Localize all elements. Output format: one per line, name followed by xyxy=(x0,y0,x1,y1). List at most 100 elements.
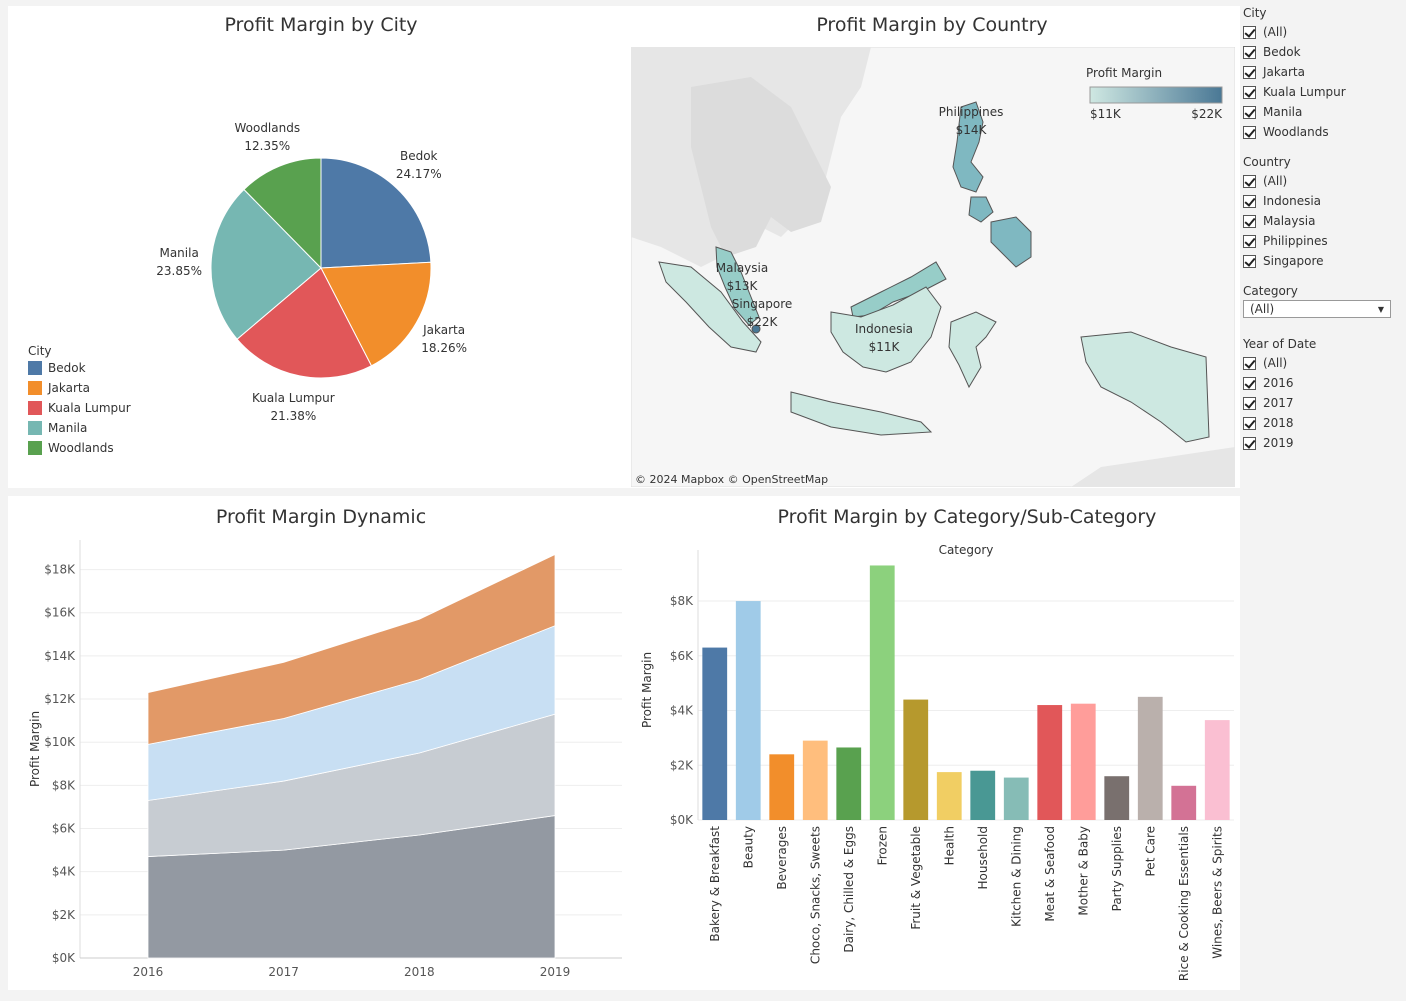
checkbox-checked-icon[interactable] xyxy=(1243,356,1256,370)
bar-8[interactable] xyxy=(970,770,996,820)
indochina-land xyxy=(691,77,831,257)
city-filter-option[interactable]: Kuala Lumpur xyxy=(1243,82,1403,102)
bar-5[interactable] xyxy=(869,565,895,820)
checkbox-checked-icon[interactable] xyxy=(1243,105,1256,119)
area-title: Profit Margin Dynamic xyxy=(215,506,427,528)
year-filter-option[interactable]: 2019 xyxy=(1243,433,1403,453)
pie-legend-item[interactable]: Jakarta xyxy=(28,378,131,398)
city-filter-option-label: Manila xyxy=(1263,105,1303,119)
checkbox-checked-icon[interactable] xyxy=(1243,396,1256,410)
city-filter-option[interactable]: Bedok xyxy=(1243,42,1403,62)
country-filter-option[interactable]: Philippines xyxy=(1243,231,1403,251)
checkbox-checked-icon[interactable] xyxy=(1243,436,1256,450)
legend-label: Manila xyxy=(48,421,88,435)
map-canvas[interactable]: Profit Margin $11K $22K Philippines $14K… xyxy=(631,47,1235,487)
checkbox-checked-icon[interactable] xyxy=(1243,234,1256,248)
checkbox-checked-icon[interactable] xyxy=(1243,254,1256,268)
bar-0[interactable] xyxy=(702,647,728,820)
country-filter-option[interactable]: Malaysia xyxy=(1243,211,1403,231)
year-filter-option[interactable]: 2017 xyxy=(1243,393,1403,413)
map-value-singapore: $22K xyxy=(747,315,779,329)
x-tick-label: 2017 xyxy=(268,965,299,979)
x-tick-label: Beauty xyxy=(741,826,755,868)
checkbox-checked-icon[interactable] xyxy=(1243,174,1256,188)
pie-label-name: Jakarta xyxy=(423,322,466,337)
pie-label-name: Kuala Lumpur xyxy=(252,391,335,406)
x-tick-label: Pet Care xyxy=(1143,826,1157,877)
pie-slice-kuala-lumpur[interactable] xyxy=(236,267,373,379)
city-filter-option-label: Kuala Lumpur xyxy=(1263,85,1346,99)
city-filter-option-label: Jakarta xyxy=(1263,65,1305,79)
map-label-indonesia: Indonesia xyxy=(855,322,913,336)
bar-9[interactable] xyxy=(1003,777,1029,820)
checkbox-checked-icon[interactable] xyxy=(1243,194,1256,208)
legend-label: Woodlands xyxy=(48,441,114,455)
city-filter-option[interactable]: Jakarta xyxy=(1243,62,1403,82)
x-tick-label: Meat & Seafood xyxy=(1043,826,1057,922)
checkbox-checked-icon[interactable] xyxy=(1243,25,1256,39)
category-select[interactable]: (All) ▼ xyxy=(1243,300,1391,318)
city-filter-title: City xyxy=(1243,6,1267,20)
bar-13[interactable] xyxy=(1137,696,1163,820)
bar-15[interactable] xyxy=(1204,720,1230,820)
map-value-philippines: $14K xyxy=(956,123,988,137)
area-series-4[interactable] xyxy=(147,553,556,745)
pie-slice-manila[interactable] xyxy=(210,188,322,340)
pie-label-name: Woodlands xyxy=(234,120,301,135)
map-label-malaysia: Malaysia xyxy=(716,261,768,275)
country-filter-option[interactable]: Singapore xyxy=(1243,251,1403,271)
bar-6[interactable] xyxy=(903,699,929,820)
city-filter-option[interactable]: Manila xyxy=(1243,102,1403,122)
bar-14[interactable] xyxy=(1171,785,1197,820)
bar-3[interactable] xyxy=(802,740,828,820)
bar-category-header: Category xyxy=(939,543,994,557)
checkbox-checked-icon[interactable] xyxy=(1243,416,1256,430)
checkbox-checked-icon[interactable] xyxy=(1243,376,1256,390)
x-tick-label: Wines, Beers & Spirits xyxy=(1210,826,1224,959)
bar-panel: Profit Margin by Category/Sub-Category $… xyxy=(624,496,1240,990)
year-filter-option-label: 2018 xyxy=(1263,416,1294,430)
city-filter-option-label: (All) xyxy=(1263,25,1288,39)
map-label-singapore: Singapore xyxy=(732,297,793,311)
pie-slice-woodlands[interactable] xyxy=(243,157,322,270)
australia-land xyxy=(1071,447,1235,487)
checkbox-checked-icon[interactable] xyxy=(1243,85,1256,99)
year-filter-option[interactable]: (All) xyxy=(1243,353,1403,373)
bar-4[interactable] xyxy=(836,747,862,820)
checkbox-checked-icon[interactable] xyxy=(1243,65,1256,79)
bar-2[interactable] xyxy=(769,754,795,820)
category-select-value: (All) xyxy=(1250,302,1275,316)
checkbox-checked-icon[interactable] xyxy=(1243,45,1256,59)
pie-title: Profit Margin by City xyxy=(224,14,418,36)
x-tick-label: Mother & Baby xyxy=(1076,826,1090,916)
area-chart: $0K $2K $4K $6K $8K $10K $12K $14K $16K $18K 2016 2… xyxy=(28,540,622,979)
pie-label-name: Manila xyxy=(159,245,199,260)
bar-1[interactable] xyxy=(735,601,761,820)
country-filter-option[interactable]: (All) xyxy=(1243,171,1403,191)
bar-11[interactable] xyxy=(1070,703,1096,820)
checkbox-checked-icon[interactable] xyxy=(1243,125,1256,139)
map-legend-title: Profit Margin xyxy=(1086,66,1162,80)
x-tick-label: Health xyxy=(942,826,956,865)
pie-legend-item[interactable]: Bedok xyxy=(28,358,131,378)
year-filter-option[interactable]: 2018 xyxy=(1243,413,1403,433)
pie-legend-item[interactable]: Kuala Lumpur xyxy=(28,398,131,418)
country-filter-option[interactable]: Indonesia xyxy=(1243,191,1403,211)
year-filter-option[interactable]: 2016 xyxy=(1243,373,1403,393)
x-tick-label: 2018 xyxy=(404,965,435,979)
pie-slice-jakarta[interactable] xyxy=(320,261,432,367)
x-tick-label: Dairy, Chilled & Eggs xyxy=(842,826,856,953)
bar-7[interactable] xyxy=(936,772,962,820)
pie-legend-item[interactable]: Woodlands xyxy=(28,438,131,458)
pie-slice-bedok[interactable] xyxy=(320,157,432,269)
pie-legend-item[interactable]: Manila xyxy=(28,418,131,438)
legend-swatch xyxy=(28,421,42,435)
checkbox-checked-icon[interactable] xyxy=(1243,214,1256,228)
bar-chart: $0K $2K $4K $6K $8K Category Bakery & Breakfas… xyxy=(640,543,1234,981)
bar-10[interactable] xyxy=(1037,705,1063,820)
y-tick-label: $8K xyxy=(670,594,694,608)
city-filter-option[interactable]: (All) xyxy=(1243,22,1403,42)
city-filter-option[interactable]: Woodlands xyxy=(1243,122,1403,142)
year-filter-option-label: 2019 xyxy=(1263,436,1294,450)
bar-12[interactable] xyxy=(1104,776,1130,820)
